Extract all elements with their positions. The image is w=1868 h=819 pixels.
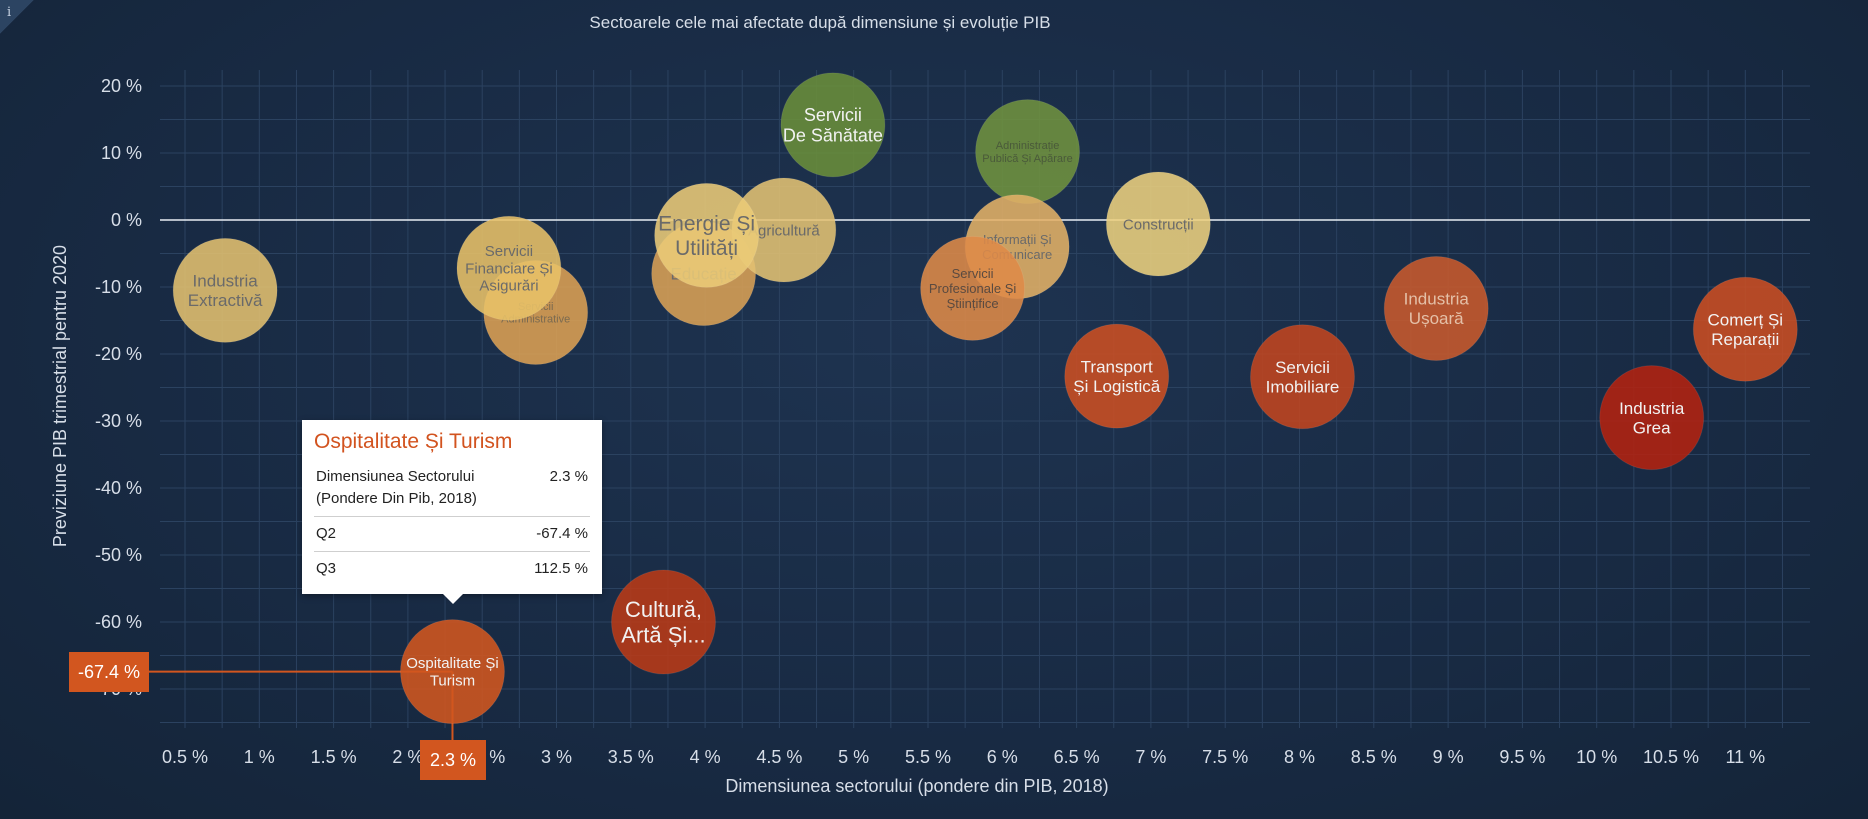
x-tick-label: 9.5 %	[1499, 747, 1545, 767]
x-tick-label: 9 %	[1433, 747, 1464, 767]
bubble-circle[interactable]	[1692, 276, 1798, 382]
bubble-label: Agricultură	[748, 222, 820, 239]
bubble-circle[interactable]	[654, 182, 760, 288]
x-axis-label: Dimensiunea sectorului (pondere din PIB,…	[725, 776, 1108, 796]
tooltip-row-label: Dimensiunea Sectorului (Pondere Din Pib,…	[316, 468, 477, 507]
bubble[interactable]: Industria Extractivă	[172, 237, 278, 343]
bubble-label: Industria Ușoară	[1404, 290, 1470, 329]
bubble-label: Construcții	[1123, 216, 1194, 233]
tooltip-row-value: 112.5 %	[493, 551, 590, 586]
tooltip: Ospitalitate Și Turism Dimensiunea Secto…	[302, 420, 602, 604]
y-tick-label: -50 %	[95, 545, 142, 565]
x-tick-label: 8.5 %	[1351, 747, 1397, 767]
bubbles: IndustriaExtractivăServiciiAdministrativ…	[172, 72, 1798, 725]
bubble[interactable]: Agricultură	[731, 177, 837, 283]
info-icon[interactable]: i	[0, 0, 34, 34]
x-tick-label: 11 %	[1725, 747, 1765, 767]
tooltip-title: Ospitalitate Și Turism	[314, 430, 513, 453]
y-tick-label: 20 %	[101, 76, 142, 96]
tooltip-row: Dimensiunea Sectorului (Pondere Din Pib,…	[314, 460, 590, 517]
x-tick-label: 7.5 %	[1202, 747, 1248, 767]
bubble-circle[interactable]	[1249, 324, 1355, 430]
x-tick-label: 10.5 %	[1643, 747, 1699, 767]
y-tick-label: 10 %	[101, 143, 142, 163]
y-axis-ticks: 20 % 10 % 0 % -10 % -20 % -30 % -40 % -50 % -60 …	[95, 76, 142, 699]
x-tick-label: 6 %	[987, 747, 1018, 767]
y-tick-label: -60 %	[95, 612, 142, 632]
y-axis-label: Previziune PIB trimestrial pentru 2020	[50, 245, 70, 547]
bubble-label: Administrație Publică Și Apărare	[982, 140, 1073, 165]
bubble-label: Servicii Financiare Și Asigurări	[465, 243, 553, 295]
bubble[interactable]: Servicii Imobiliare	[1249, 324, 1355, 430]
chart-title: Sectoarele cele mai afectate după dimens…	[589, 13, 1050, 32]
y-tick-label: -10 %	[95, 277, 142, 297]
y-tick-label: -20 %	[95, 344, 142, 364]
bubble[interactable]: Ospitalitate Și Turism	[399, 619, 505, 725]
bubble[interactable]: Industria Ușoară	[1383, 255, 1489, 361]
tooltip-row-value: -67.4 %	[493, 516, 590, 552]
bubble-label: Industria Grea	[1619, 399, 1685, 438]
x-tick-label: 0.5 %	[162, 747, 208, 767]
x-tick-label: 1 %	[244, 747, 275, 767]
bubble[interactable]: Construcții	[1105, 171, 1211, 277]
bubble-circle[interactable]	[1105, 171, 1211, 277]
bubble[interactable]: Energie Și Utilități	[654, 182, 760, 288]
bubble[interactable]: Transport Și Logistică	[1064, 323, 1170, 429]
x-tick-label: 4.5 %	[756, 747, 802, 767]
bubble-circle[interactable]	[1383, 255, 1489, 361]
x-tick-label: 10 %	[1576, 747, 1617, 767]
tooltip-row-value: 2.3 %	[549, 468, 588, 485]
bubble-label: Servicii Imobiliare	[1266, 358, 1340, 397]
x-tick-label: 3 %	[541, 747, 572, 767]
bubble[interactable]: Cultură, Artă Și...	[610, 569, 716, 675]
bubble[interactable]: Industria Grea	[1599, 365, 1705, 471]
bubble-label: Servicii Profesionale Și Științifice	[929, 266, 1017, 311]
x-tick-label: 2 %	[392, 747, 423, 767]
bubble-label: Cultură, Artă Și...	[621, 597, 705, 647]
bubble-label: Transport Și Logistică	[1073, 357, 1160, 396]
crosshair-y-label: -67.4 %	[69, 652, 149, 692]
bubble-label: Servicii De Sănătate	[783, 105, 883, 146]
tooltip-row-label: Q2	[314, 516, 493, 552]
x-tick-label: 6.5 %	[1054, 747, 1100, 767]
y-tick-label: 0 %	[111, 210, 142, 230]
y-tick-label: -30 %	[95, 411, 142, 431]
bubble-circle[interactable]	[610, 569, 716, 675]
bubble-circle[interactable]	[399, 619, 505, 725]
bubble-circle[interactable]	[1064, 323, 1170, 429]
tooltip-row: Q3 112.5 %	[314, 551, 590, 586]
bubble-label: Comerț Și Reparații	[1708, 310, 1784, 349]
tooltip-row: Q2 -67.4 %	[314, 516, 590, 552]
bubble-label: Ospitalitate Și Turism	[406, 655, 499, 689]
x-tick-label: 1.5 %	[311, 747, 357, 767]
bubble-label: Energie Și Utilități	[658, 213, 755, 260]
bubble-circle[interactable]	[1599, 365, 1705, 471]
x-tick-label: 3.5 %	[608, 747, 654, 767]
bubble[interactable]: Servicii Financiare Și Asigurări	[456, 215, 562, 321]
bubble[interactable]: Servicii De Sănătate	[780, 72, 886, 178]
x-tick-label: 5.5 %	[905, 747, 951, 767]
x-tick-label: 4 %	[690, 747, 721, 767]
bubble-circle[interactable]	[780, 72, 886, 178]
tooltip-row-label: Q3	[314, 551, 493, 586]
bubble-label: Industria Extractivă	[188, 272, 263, 311]
bubble[interactable]: Servicii Profesionale Și Științifice	[920, 235, 1026, 341]
x-tick-label: 5 %	[838, 747, 869, 767]
x-tick-label: 8 %	[1284, 747, 1315, 767]
tooltip-table: Dimensiunea Sectorului (Pondere Din Pib,…	[314, 460, 590, 586]
crosshair-x-label: 2.3 %	[420, 740, 486, 780]
bubble[interactable]: Administrație Publică Și Apărare	[975, 99, 1081, 205]
bubble-circle[interactable]	[456, 215, 562, 321]
bubble[interactable]: Comerț Și Reparații	[1692, 276, 1798, 382]
y-tick-label: -40 %	[95, 478, 142, 498]
x-tick-label: 7 %	[1135, 747, 1166, 767]
x-axis-ticks: 0.5 %1 %1.5 %2 %2.5 %3 %3.5 %4 %4.5 %5 %…	[162, 747, 1765, 767]
bubble-circle[interactable]	[920, 235, 1026, 341]
bubble-circle[interactable]	[172, 237, 278, 343]
